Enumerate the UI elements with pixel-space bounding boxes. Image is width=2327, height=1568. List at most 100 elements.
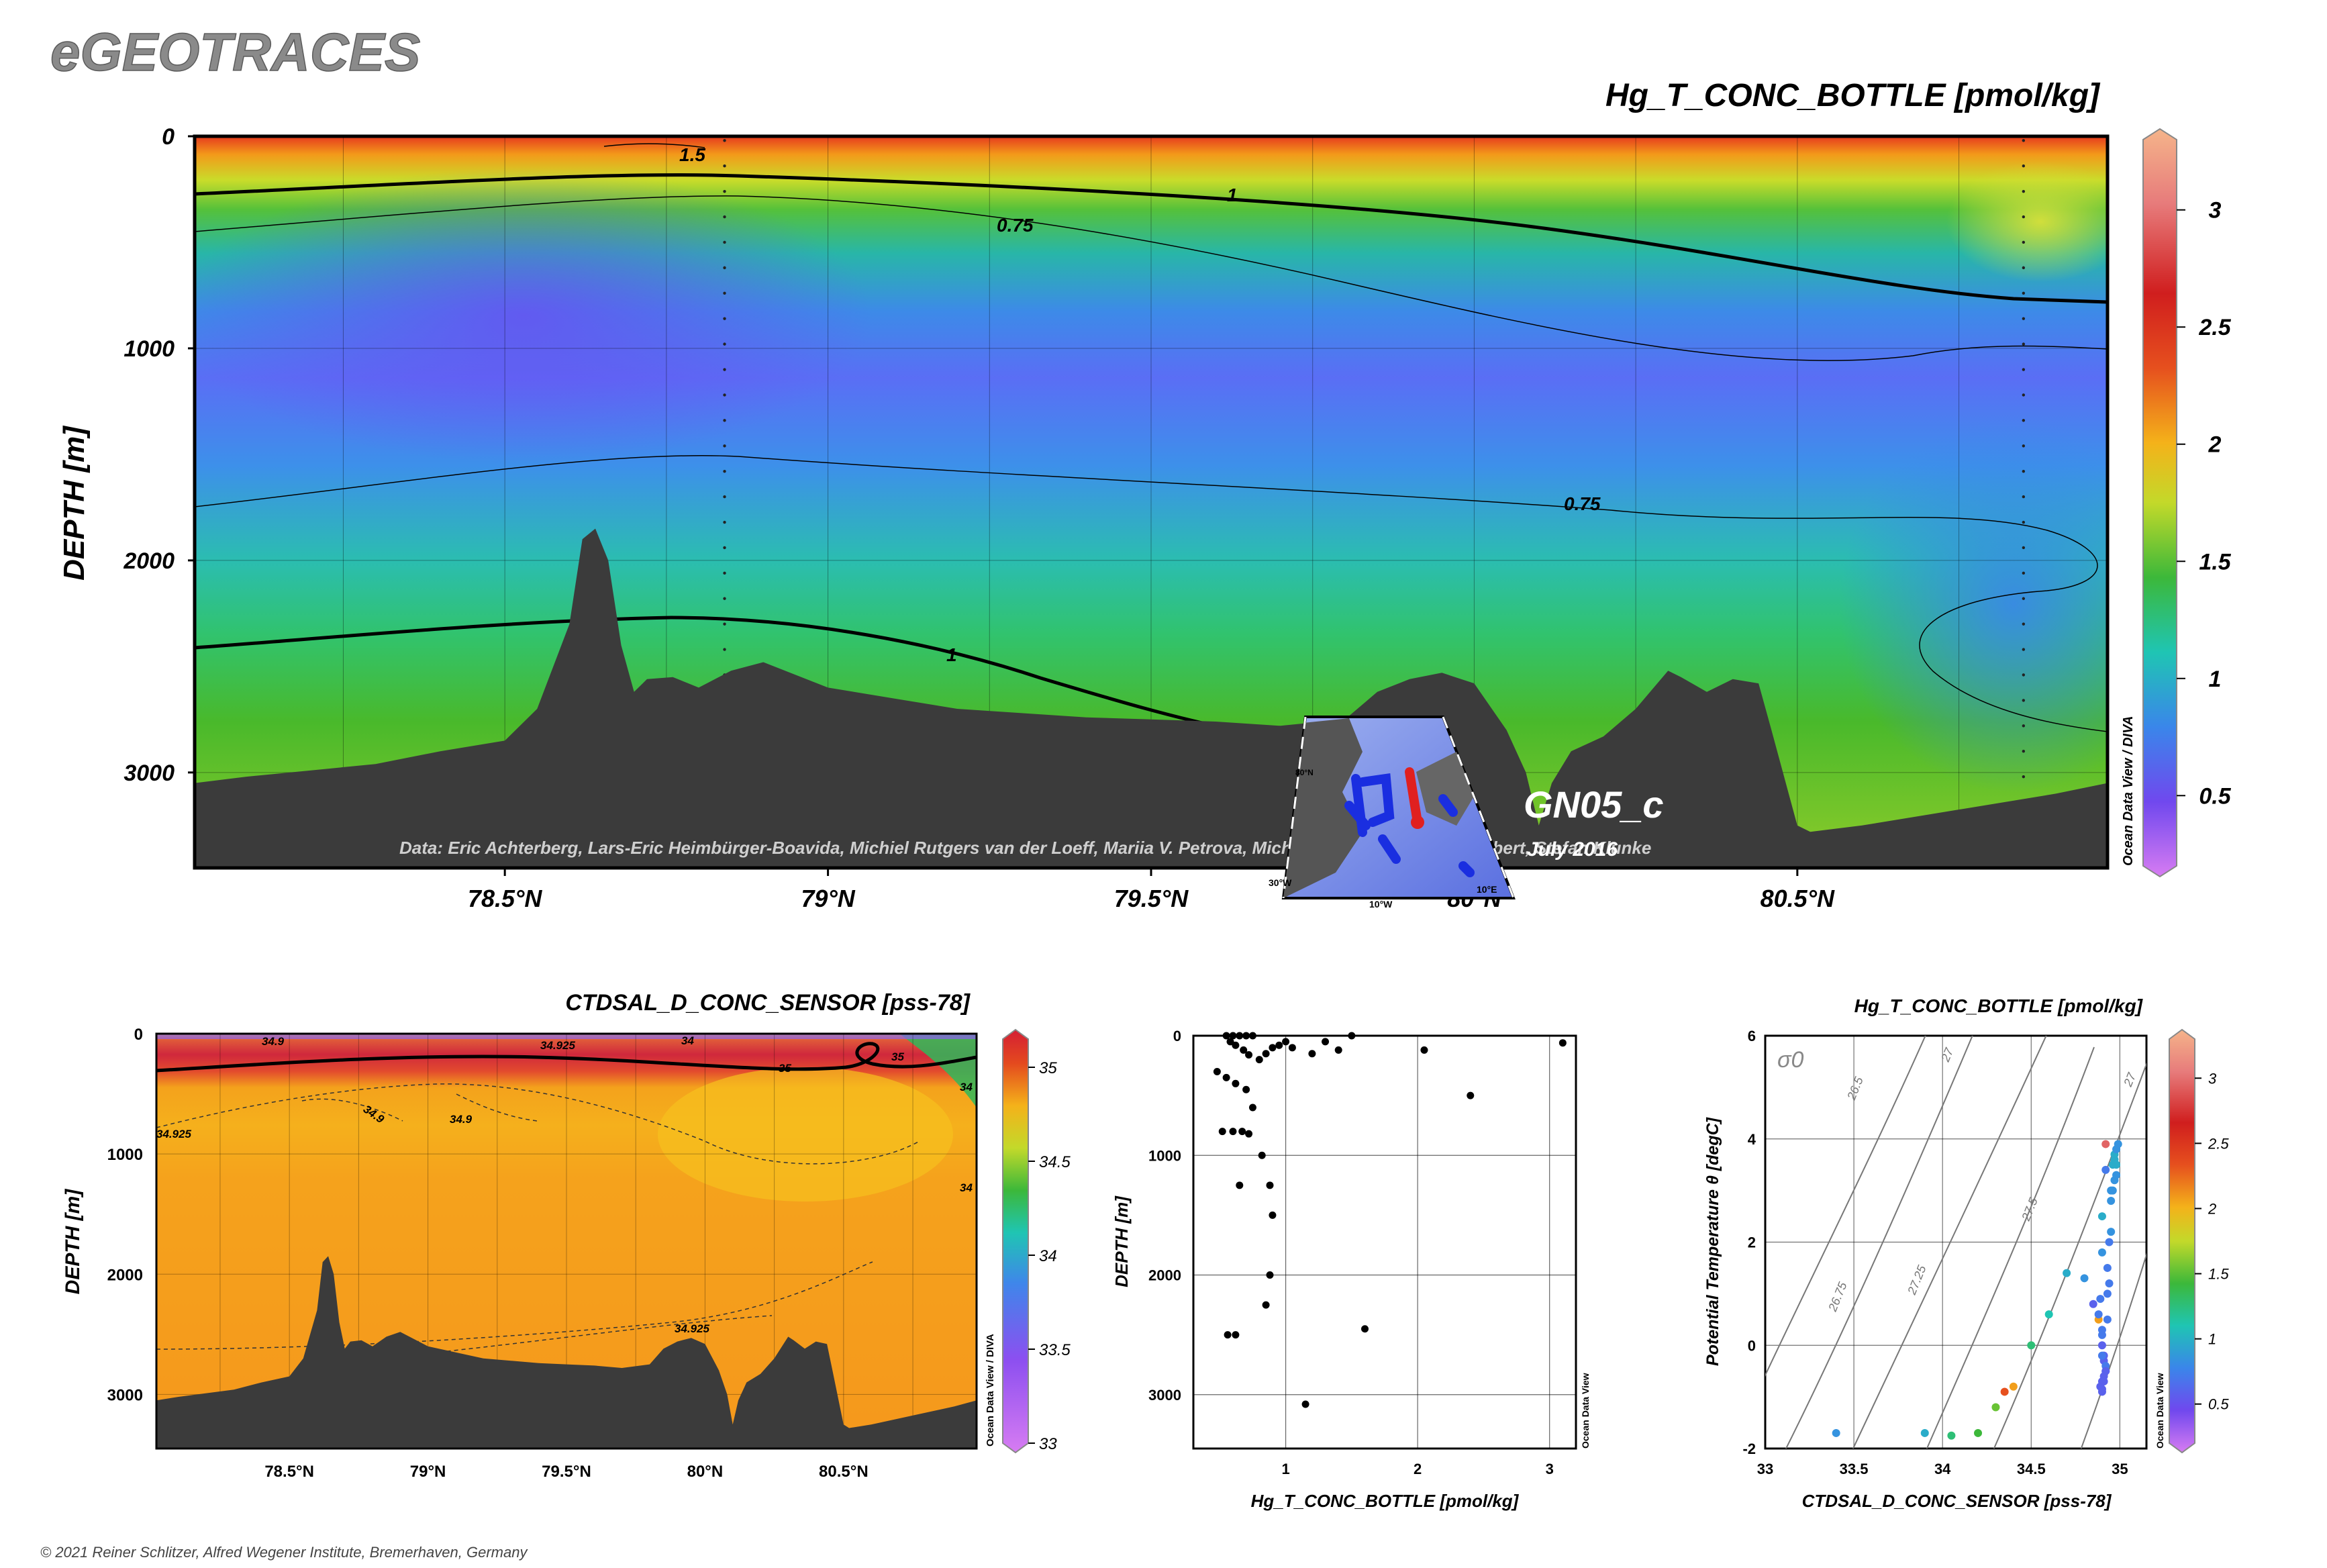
data-point <box>1236 1032 1244 1040</box>
y-tick-label: 1000 <box>123 336 175 362</box>
data-point <box>2063 1269 2071 1277</box>
salinity-contour-34-9-dashed <box>156 1083 920 1165</box>
sample-dot <box>723 342 726 346</box>
x-tick-label: 78.5°N <box>468 885 542 912</box>
y-tick-label: 3000 <box>107 1386 143 1404</box>
x-tick-label: 35 <box>2112 1461 2128 1477</box>
sample-dot <box>723 317 726 320</box>
x-tick-label: 2 <box>1414 1461 1422 1477</box>
colorbar-tick-label: 33 <box>1039 1435 1057 1453</box>
x-tick-label: 1 <box>1281 1461 1289 1477</box>
sal-contour-label: 34 <box>960 1081 973 1093</box>
data-point <box>2101 1140 2110 1148</box>
data-point <box>1248 1032 1256 1040</box>
x-tick-label: 33 <box>1757 1461 1773 1477</box>
salinity-y-ticks: 0 1000 2000 3000 <box>107 1026 143 1404</box>
sample-dot <box>2022 317 2026 320</box>
x-tick-label: 79°N <box>410 1463 446 1481</box>
data-point <box>1238 1128 1246 1136</box>
data-point <box>1232 1079 1240 1087</box>
sample-dot <box>2022 368 2026 371</box>
salinity-contour-35 <box>156 1042 977 1073</box>
data-point <box>2027 1341 2036 1350</box>
data-point <box>1558 1039 1567 1047</box>
data-point <box>1947 1431 1956 1440</box>
data-point <box>1420 1046 1428 1054</box>
data-point <box>2044 1310 2053 1319</box>
inset-map-label-10w: 10°W <box>1369 899 1393 910</box>
salinity-grid <box>156 1034 977 1449</box>
colorbar-tick-label: 35 <box>1039 1059 1057 1077</box>
contour-0-75-upper <box>195 195 2108 361</box>
contour-label-0-75-upper: 0.75 <box>997 215 1034 236</box>
data-point <box>2108 1186 2117 1195</box>
x-tick-label: 80.5°N <box>819 1463 869 1481</box>
isopycnal-27 <box>1852 1036 2047 1449</box>
sample-dot <box>2022 393 2026 397</box>
ts-colorbar-ticks: 3 2.5 2 1.5 1 0.5 <box>2195 1070 2229 1413</box>
profile-grid <box>1193 1036 1576 1449</box>
colorbar-tick-label: 1 <box>2208 1331 2216 1348</box>
data-point <box>1269 1044 1277 1052</box>
contour-0-75-lower <box>195 454 2108 732</box>
isopycnal-27-75 <box>2080 1252 2146 1449</box>
colorbar-tick-label: 3 <box>2208 1070 2217 1087</box>
isopycnal-26-75 <box>1785 1036 1973 1449</box>
hg-right-core <box>1839 416 2108 792</box>
data-point <box>2103 1263 2112 1272</box>
y-tick-label: 2 <box>1748 1234 1756 1251</box>
sample-dot <box>723 444 726 448</box>
isopycnal-27-25 <box>1926 1046 2095 1449</box>
sample-dot <box>2022 750 2026 753</box>
sample-dot <box>723 571 726 575</box>
data-point <box>1262 1301 1270 1309</box>
hg-odv-label: Ocean Data View / DIVA <box>2121 716 2136 866</box>
sample-dot <box>723 597 726 600</box>
data-point <box>1213 1067 1221 1075</box>
cruise-date: July 2016 <box>1527 838 1618 861</box>
y-tick-label: 0 <box>134 1026 143 1044</box>
contour-1-upper <box>195 173 2108 304</box>
sal-contour-label: 34.9 <box>262 1035 285 1048</box>
sample-dot <box>723 189 726 193</box>
sal-contour-label: 34.925 <box>156 1128 192 1140</box>
data-point <box>1229 1128 1237 1136</box>
data-point <box>2097 1385 2106 1393</box>
data-point <box>2089 1300 2097 1308</box>
colorbar-tick-label: 0.5 <box>2199 783 2231 809</box>
data-point <box>2000 1387 2009 1396</box>
x-tick-label: 78.5°N <box>264 1463 314 1481</box>
data-point <box>1224 1331 1232 1339</box>
sal-contour-label: 34.925 <box>540 1039 576 1052</box>
inset-map-label-10e: 10°E <box>1477 884 1497 895</box>
x-tick-label: 79.5°N <box>1114 885 1189 912</box>
hg-y-axis-label: DEPTH [m] <box>58 426 91 581</box>
y-tick-label: 3000 <box>1148 1387 1181 1404</box>
data-point <box>1242 1085 1250 1093</box>
salinity-y-axis-label: DEPTH [m] <box>62 1189 84 1295</box>
salinity-colorbar-ticks: 35 34.5 34 33.5 33 <box>1028 1059 1071 1453</box>
inset-map-section-line-red <box>1405 767 1422 827</box>
salinity-surface-strip <box>156 1034 977 1039</box>
data-point <box>1334 1046 1342 1054</box>
sample-dot <box>723 648 726 651</box>
hg-colorbar: 3 2.5 2 1.5 1 0.5 <box>2142 128 2232 878</box>
contour-label-1-lower: 1 <box>946 644 957 665</box>
sample-dot <box>723 469 726 473</box>
y-tick-label: 1000 <box>107 1146 143 1164</box>
y-tick-label: 2000 <box>123 548 175 574</box>
profile-x-axis-label: Hg_T_CONC_BOTTLE [pmol/kg] <box>1251 1491 1520 1511</box>
data-point <box>2009 1382 2018 1391</box>
colorbar-tick-label: 2.5 <box>2198 315 2231 340</box>
sample-dot <box>2022 164 2026 168</box>
contour-label-1-upper: 1 <box>1227 185 1238 205</box>
profile-frame <box>1192 1034 1577 1450</box>
salinity-bathymetry <box>156 1256 977 1449</box>
data-point <box>2105 1279 2114 1287</box>
sal-contour-label: 35 <box>891 1050 904 1063</box>
data-point <box>2097 1212 2106 1221</box>
data-point <box>1245 1051 1253 1059</box>
data-point <box>2097 1351 2106 1360</box>
data-point <box>2099 1377 2108 1386</box>
data-point <box>2101 1367 2110 1375</box>
